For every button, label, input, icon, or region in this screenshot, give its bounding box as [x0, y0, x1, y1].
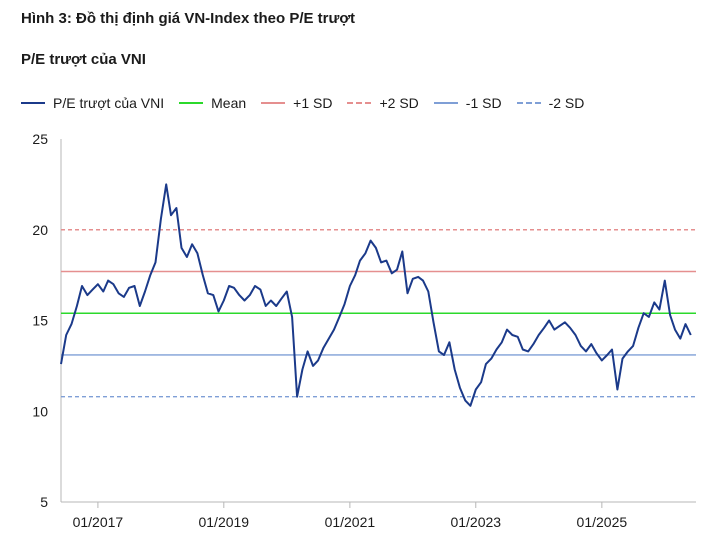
legend-label-plus1sd: +1 SD: [293, 95, 333, 111]
y-tick-label-20: 20: [32, 222, 48, 238]
y-tick-label-5: 5: [40, 494, 48, 510]
legend-swatch-minus2sd: [516, 102, 541, 104]
legend-item-minus2sd: -2 SD: [516, 95, 585, 111]
chart-legend: P/E trượt của VNI Mean +1 SD +2 SD -1 SD…: [21, 94, 599, 112]
legend-swatch-plus2sd: [347, 102, 372, 104]
pe-series-line: [60, 183, 692, 407]
y-tick-label-15: 15: [32, 313, 48, 329]
y-tick-label-25: 25: [32, 131, 48, 147]
chart-title: P/E trượt của VNI: [21, 51, 146, 68]
legend-label-minus2sd: -2 SD: [548, 95, 585, 111]
legend-item-plus2sd: +2 SD: [347, 95, 419, 111]
legend-item-plus1sd: +1 SD: [261, 95, 332, 111]
x-tick-label-1: 01/2019: [198, 514, 249, 530]
legend-swatch-minus1sd: [433, 102, 458, 104]
x-tick-label-3: 01/2023: [450, 514, 501, 530]
legend-label-mean: Mean: [211, 95, 247, 111]
y-tick-label-10: 10: [32, 403, 48, 419]
legend-swatch-pe: [21, 102, 45, 104]
figure-title: Hình 3: Đồ thị định giá VN-Index theo P/…: [21, 10, 356, 27]
legend-swatch-mean: [179, 102, 204, 104]
legend-item-pe: P/E trượt của VNI: [21, 95, 164, 111]
legend-label-plus2sd: +2 SD: [379, 95, 419, 111]
x-tick-label-0: 01/2017: [73, 514, 124, 530]
legend-item-minus1sd: -1 SD: [433, 95, 502, 111]
x-tick-label-4: 01/2025: [577, 514, 628, 530]
legend-item-mean: Mean: [179, 95, 246, 111]
legend-label-pe: P/E trượt của VNI: [53, 95, 165, 111]
x-tick-label-2: 01/2021: [325, 514, 376, 530]
legend-label-minus1sd: -1 SD: [465, 95, 502, 111]
legend-swatch-plus1sd: [261, 102, 286, 104]
